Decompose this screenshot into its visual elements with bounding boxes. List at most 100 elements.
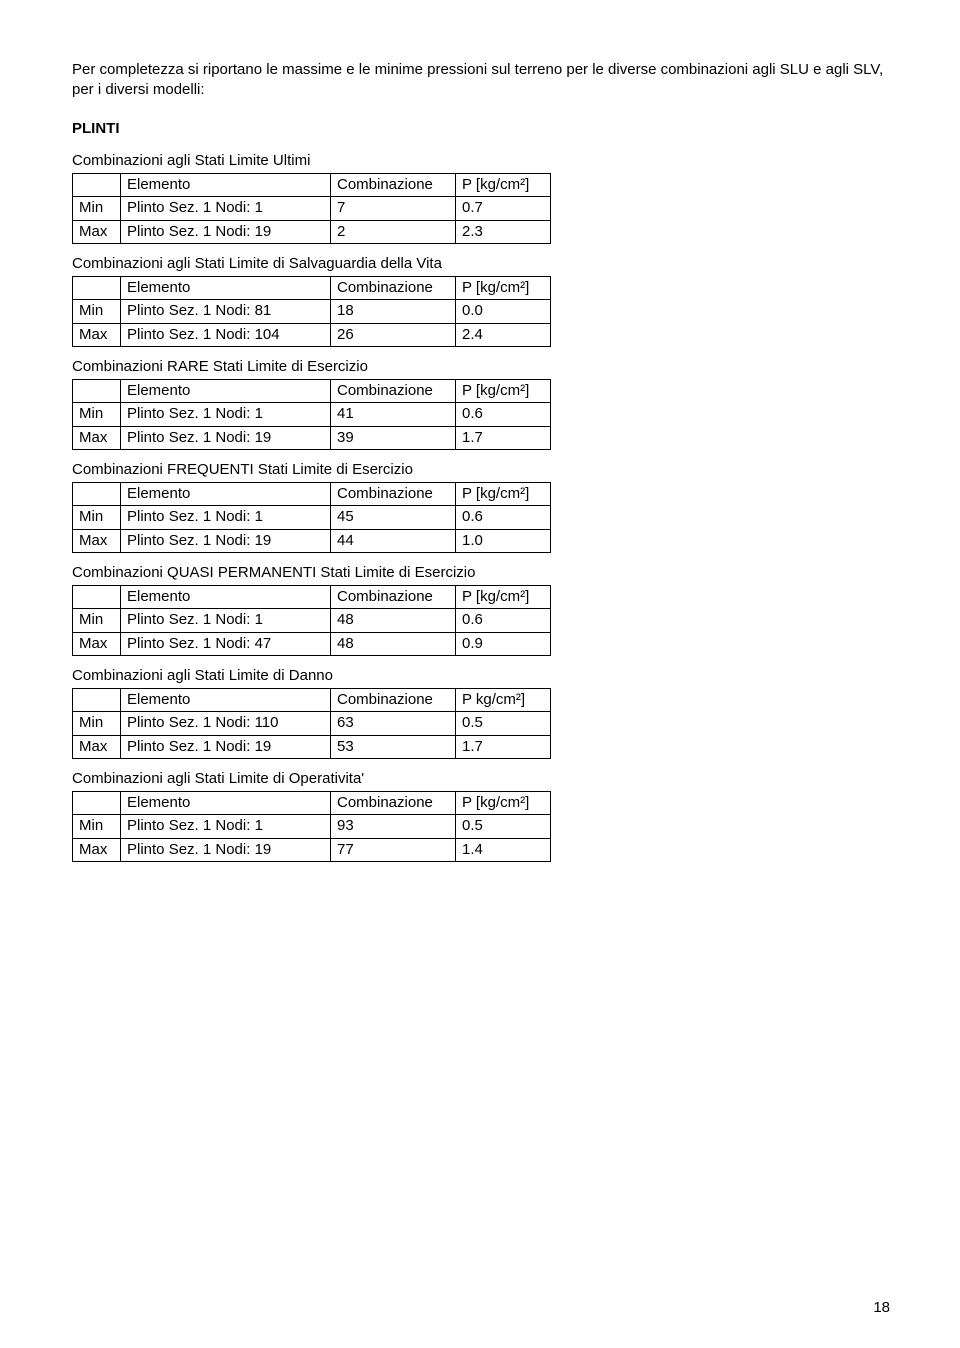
page-number: 18	[873, 1298, 890, 1318]
header-cell-p: P [kg/cm²]	[456, 586, 551, 609]
row-label-cell: Max	[73, 735, 121, 758]
row-label-cell: Max	[73, 220, 121, 243]
row-label-cell: Min	[73, 506, 121, 529]
header-cell-blank	[73, 483, 121, 506]
row-p-cell: 0.6	[456, 609, 551, 632]
header-cell-blank	[73, 277, 121, 300]
header-cell-elemento: Elemento	[121, 792, 331, 815]
table-row: MaxPlinto Sez. 1 Nodi: 1922.3	[73, 220, 551, 243]
row-elemento-cell: Plinto Sez. 1 Nodi: 19	[121, 220, 331, 243]
row-p-cell: 0.5	[456, 815, 551, 838]
data-table: ElementoCombinazioneP [kg/cm²]MinPlinto …	[72, 585, 551, 656]
header-cell-combinazione: Combinazione	[331, 483, 456, 506]
data-table: ElementoCombinazioneP [kg/cm²]MinPlinto …	[72, 276, 551, 347]
row-label-cell: Max	[73, 529, 121, 552]
row-combinazione-cell: 39	[331, 426, 456, 449]
table-header-row: ElementoCombinazioneP [kg/cm²]	[73, 792, 551, 815]
row-p-cell: 2.3	[456, 220, 551, 243]
table-row: MinPlinto Sez. 1 Nodi: 1450.6	[73, 506, 551, 529]
header-cell-elemento: Elemento	[121, 277, 331, 300]
table-header-row: ElementoCombinazioneP [kg/cm²]	[73, 586, 551, 609]
table-header-row: ElementoCombinazioneP kg/cm²]	[73, 689, 551, 712]
row-label-cell: Max	[73, 323, 121, 346]
row-label-cell: Min	[73, 609, 121, 632]
header-cell-elemento: Elemento	[121, 174, 331, 197]
row-elemento-cell: Plinto Sez. 1 Nodi: 104	[121, 323, 331, 346]
row-p-cell: 1.0	[456, 529, 551, 552]
header-cell-blank	[73, 689, 121, 712]
row-combinazione-cell: 93	[331, 815, 456, 838]
row-label-cell: Max	[73, 632, 121, 655]
header-cell-elemento: Elemento	[121, 380, 331, 403]
row-elemento-cell: Plinto Sez. 1 Nodi: 19	[121, 529, 331, 552]
header-cell-blank	[73, 380, 121, 403]
row-combinazione-cell: 7	[331, 197, 456, 220]
table-title: Combinazioni agli Stati Limite di Operat…	[72, 769, 900, 789]
row-p-cell: 1.7	[456, 426, 551, 449]
row-p-cell: 0.7	[456, 197, 551, 220]
table-header-row: ElementoCombinazioneP [kg/cm²]	[73, 277, 551, 300]
row-elemento-cell: Plinto Sez. 1 Nodi: 81	[121, 300, 331, 323]
table-row: MinPlinto Sez. 1 Nodi: 1410.6	[73, 403, 551, 426]
section-title: PLINTI	[72, 119, 900, 139]
row-elemento-cell: Plinto Sez. 1 Nodi: 1	[121, 403, 331, 426]
header-cell-combinazione: Combinazione	[331, 174, 456, 197]
table-row: MaxPlinto Sez. 1 Nodi: 104262.4	[73, 323, 551, 346]
data-table: ElementoCombinazioneP kg/cm²]MinPlinto S…	[72, 688, 551, 759]
header-cell-combinazione: Combinazione	[331, 380, 456, 403]
data-table: ElementoCombinazioneP [kg/cm²]MinPlinto …	[72, 791, 551, 862]
header-cell-p: P [kg/cm²]	[456, 792, 551, 815]
table-header-row: ElementoCombinazioneP [kg/cm²]	[73, 380, 551, 403]
row-p-cell: 0.6	[456, 506, 551, 529]
header-cell-combinazione: Combinazione	[331, 277, 456, 300]
row-elemento-cell: Plinto Sez. 1 Nodi: 19	[121, 838, 331, 861]
table-title: Combinazioni QUASI PERMANENTI Stati Limi…	[72, 563, 900, 583]
table-row: MaxPlinto Sez. 1 Nodi: 19771.4	[73, 838, 551, 861]
header-cell-combinazione: Combinazione	[331, 689, 456, 712]
row-combinazione-cell: 26	[331, 323, 456, 346]
row-label-cell: Min	[73, 197, 121, 220]
header-cell-p: P kg/cm²]	[456, 689, 551, 712]
table-header-row: ElementoCombinazioneP [kg/cm²]	[73, 174, 551, 197]
data-table: ElementoCombinazioneP [kg/cm²]MinPlinto …	[72, 482, 551, 553]
row-combinazione-cell: 45	[331, 506, 456, 529]
row-p-cell: 1.7	[456, 735, 551, 758]
header-cell-p: P [kg/cm²]	[456, 380, 551, 403]
row-combinazione-cell: 77	[331, 838, 456, 861]
table-row: MinPlinto Sez. 1 Nodi: 1480.6	[73, 609, 551, 632]
header-cell-elemento: Elemento	[121, 689, 331, 712]
row-p-cell: 0.6	[456, 403, 551, 426]
header-cell-combinazione: Combinazione	[331, 586, 456, 609]
table-row: MaxPlinto Sez. 1 Nodi: 19531.7	[73, 735, 551, 758]
header-cell-p: P [kg/cm²]	[456, 277, 551, 300]
header-cell-blank	[73, 586, 121, 609]
table-title: Combinazioni agli Stati Limite Ultimi	[72, 151, 900, 171]
table-title: Combinazioni agli Stati Limite di Danno	[72, 666, 900, 686]
data-table: ElementoCombinazioneP [kg/cm²]MinPlinto …	[72, 379, 551, 450]
row-label-cell: Min	[73, 712, 121, 735]
tables-container: Combinazioni agli Stati Limite Ultimi Ele…	[72, 151, 900, 862]
row-label-cell: Min	[73, 300, 121, 323]
row-elemento-cell: Plinto Sez. 1 Nodi: 47	[121, 632, 331, 655]
row-elemento-cell: Plinto Sez. 1 Nodi: 19	[121, 735, 331, 758]
table-row: MinPlinto Sez. 1 Nodi: 170.7	[73, 197, 551, 220]
row-elemento-cell: Plinto Sez. 1 Nodi: 1	[121, 197, 331, 220]
table-row: MinPlinto Sez. 1 Nodi: 110630.5	[73, 712, 551, 735]
header-cell-combinazione: Combinazione	[331, 792, 456, 815]
row-elemento-cell: Plinto Sez. 1 Nodi: 19	[121, 426, 331, 449]
header-cell-p: P [kg/cm²]	[456, 483, 551, 506]
row-p-cell: 0.5	[456, 712, 551, 735]
row-combinazione-cell: 48	[331, 632, 456, 655]
row-combinazione-cell: 44	[331, 529, 456, 552]
header-cell-elemento: Elemento	[121, 483, 331, 506]
row-combinazione-cell: 2	[331, 220, 456, 243]
row-label-cell: Min	[73, 403, 121, 426]
row-combinazione-cell: 48	[331, 609, 456, 632]
row-elemento-cell: Plinto Sez. 1 Nodi: 1	[121, 609, 331, 632]
table-row: MaxPlinto Sez. 1 Nodi: 19391.7	[73, 426, 551, 449]
intro-paragraph: Per completezza si riportano le massime …	[72, 60, 900, 101]
row-combinazione-cell: 41	[331, 403, 456, 426]
row-label-cell: Min	[73, 815, 121, 838]
header-cell-elemento: Elemento	[121, 586, 331, 609]
row-elemento-cell: Plinto Sez. 1 Nodi: 110	[121, 712, 331, 735]
